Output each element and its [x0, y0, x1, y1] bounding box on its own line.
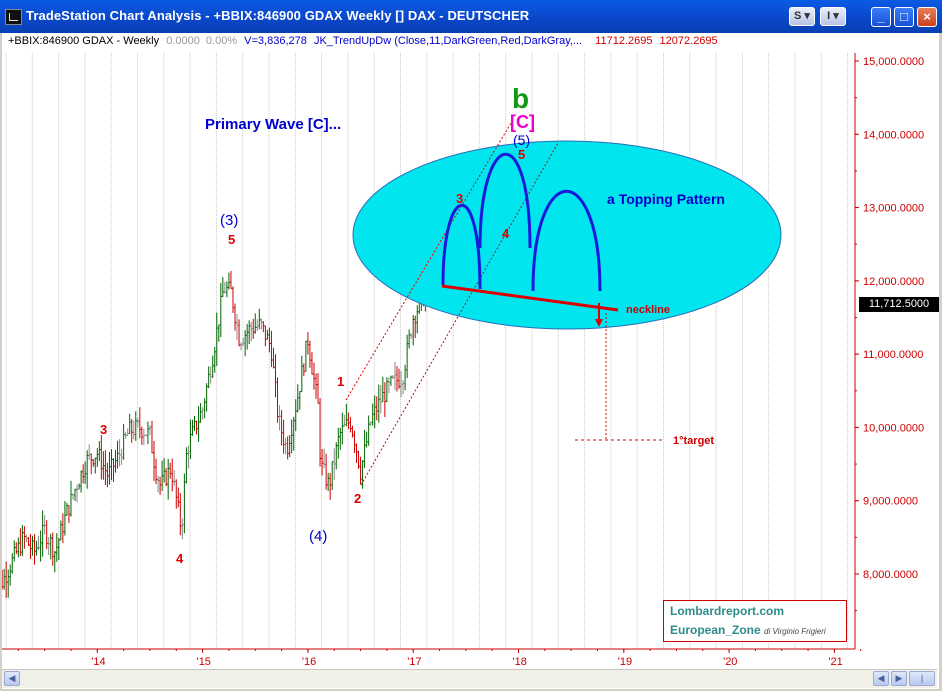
wave-C-label: [C]	[510, 112, 535, 132]
channel-upper-line	[345, 117, 515, 401]
chart-area[interactable]: 8,000.0000 9,000.0000 10,000.0000 11,000.00…	[2, 33, 939, 689]
logo-credit: di Virginio Frigieri	[764, 627, 826, 636]
s-label: S	[794, 10, 802, 22]
wave-4-red-2017: 4	[502, 226, 510, 241]
indicator-value-2: 12072.2695	[659, 35, 718, 47]
scroll-left-icon[interactable]: ◀	[4, 671, 20, 686]
scroll-thumb[interactable]: |	[909, 671, 935, 686]
watermark-logo: Lombardreport.com European_Zone di Virgi…	[663, 600, 847, 642]
y-axis-tick-label: 9,000.0000	[863, 496, 918, 508]
wave-b-label: b	[512, 83, 530, 114]
wave-4-red-2014: 4	[176, 551, 184, 566]
wave-1-red-label: 1	[337, 374, 345, 389]
y-axis-tick-label: 13,000.0000	[863, 203, 924, 215]
y-axis-tick-label: 12,000.0000	[863, 276, 924, 288]
wave-5-red-2015: 5	[228, 232, 236, 247]
neckline-label: neckline	[626, 304, 671, 316]
minimize-icon: _	[877, 9, 885, 24]
wave-4-blue-label: (4)	[309, 528, 328, 545]
maximize-button[interactable]: □	[894, 7, 914, 27]
close-button[interactable]: ×	[917, 7, 937, 27]
y-axis-tick-label: 10,000.0000	[863, 422, 924, 434]
y-axis-tick-label: 8,000.0000	[863, 569, 918, 581]
wave-3-red-2014: 3	[100, 422, 108, 437]
wave-2-red-label: 2	[354, 491, 362, 506]
x-axis-tick-label: '14	[91, 656, 105, 668]
volume-value: V=3,836,278	[244, 35, 307, 47]
logo-line-1: Lombardreport.com	[670, 604, 785, 618]
y-axis-tick-label: 11,000.0000	[863, 349, 923, 361]
indicator-value-1: 11712.2695	[595, 35, 653, 47]
i-menu-button[interactable]: I ▾	[820, 7, 846, 26]
scroll-right-icon[interactable]: ▶	[891, 671, 907, 686]
target-label: 1°target	[673, 435, 715, 447]
wave-5-blue-label: (5)	[513, 132, 531, 148]
app-icon[interactable]	[5, 9, 22, 25]
window-title: TradeStation Chart Analysis - +BBIX:8469…	[26, 8, 530, 23]
topping-pattern-label: a Topping Pattern	[607, 191, 725, 207]
x-axis-tick-label: '18	[513, 656, 527, 668]
x-axis-tick-label: '21	[828, 656, 842, 668]
price-chart[interactable]: 8,000.0000 9,000.0000 10,000.0000 11,000.00…	[2, 33, 939, 669]
close-icon: ×	[923, 9, 931, 24]
neckline	[441, 284, 619, 312]
logo-line-2-text: European_Zone	[670, 623, 761, 637]
logo-line-2: European_Zone di Virginio Frigieri	[670, 623, 826, 637]
change-value: 0.0000	[166, 35, 200, 47]
wave-5-red-top: 5	[518, 147, 526, 162]
x-axis-tick-label: '16	[302, 656, 316, 668]
s-menu-button[interactable]: S ▾	[789, 7, 815, 26]
symbol-label: +BBIX:846900 GDAX - Weekly	[8, 35, 160, 47]
title-bar[interactable]: TradeStation Chart Analysis - +BBIX:8469…	[0, 0, 942, 33]
x-axis-tick-label: '15	[197, 656, 211, 668]
minimize-button[interactable]: _	[871, 7, 891, 27]
y-axis-tick-label: 14,000.0000	[863, 129, 924, 141]
arc-top-2	[478, 152, 532, 249]
x-axis-tick-label: '20	[723, 656, 737, 668]
i-label: I	[827, 10, 831, 22]
y-axis-tick-label: 15,000.0000	[863, 56, 924, 68]
wave-3-blue-label: (3)	[220, 212, 239, 229]
indicator-label: JK_TrendUpDw (Close,11,DarkGreen,Red,Dar…	[313, 35, 583, 47]
chart-axes: 8,000.0000 9,000.0000 10,000.0000 11,000.00…	[2, 53, 924, 668]
last-price-tag: 11,712.5000	[859, 297, 939, 312]
channel-lower-line	[360, 142, 559, 486]
topping-pattern-ellipse	[352, 140, 782, 330]
neckline-arrowhead	[595, 319, 603, 327]
wave-3-red-2017: 3	[456, 191, 464, 206]
maximize-icon: □	[900, 9, 908, 24]
wave-overlay	[345, 117, 782, 486]
change-pct: 0.00%	[205, 35, 238, 47]
x-axis-tick-label: '19	[618, 656, 632, 668]
status-line: +BBIX:846900 GDAX - Weekly 0.0000 0.00% …	[8, 35, 718, 47]
horizontal-scrollbar[interactable]: ◀ ◀ ▶ |	[2, 669, 937, 688]
grid-lines	[5, 53, 849, 649]
primary-wave-label: Primary Wave [C]...	[205, 116, 342, 133]
arc-top-3	[531, 190, 602, 292]
arc-top-1	[441, 203, 482, 290]
x-axis-tick-label: '17	[407, 656, 421, 668]
scroll-left-end-icon[interactable]: ◀	[873, 671, 889, 686]
